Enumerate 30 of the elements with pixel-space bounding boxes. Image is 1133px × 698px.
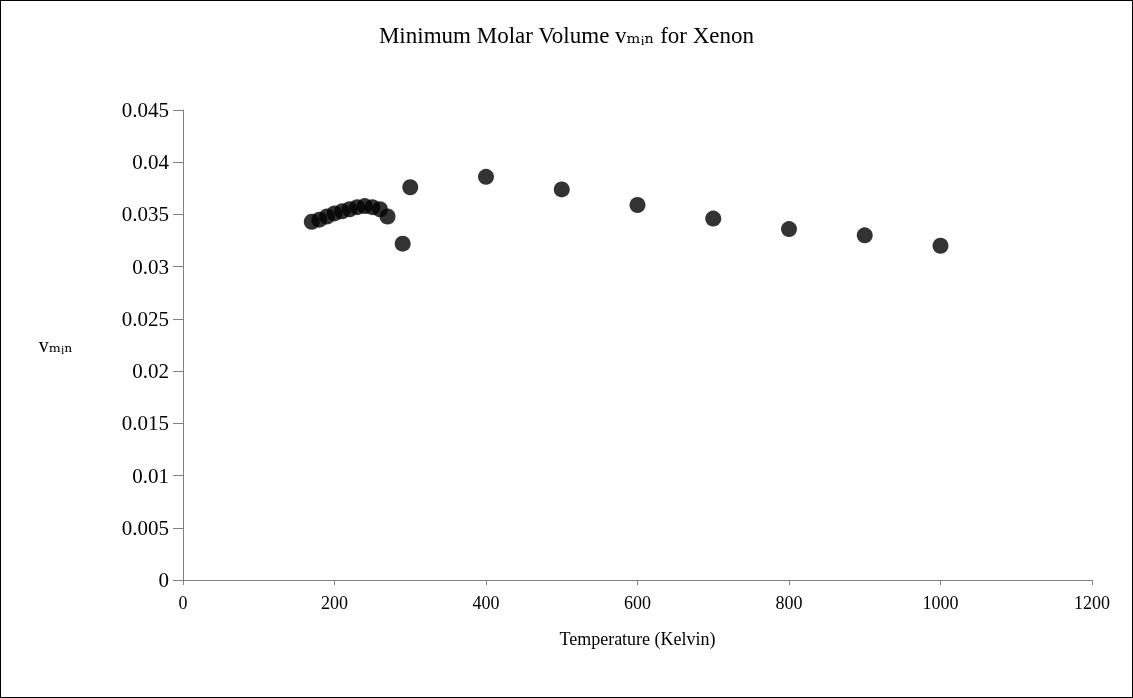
point — [379, 208, 396, 225]
point — [478, 168, 494, 185]
x-tick-label: 800 — [775, 593, 803, 613]
point — [781, 221, 797, 238]
y-tick-label: 0.005 — [121, 515, 169, 540]
y-tick-label: 0.015 — [121, 411, 169, 436]
y-tick-label: 0.01 — [132, 463, 169, 488]
y-axis-title: vₘᵢₙ — [38, 334, 73, 356]
x-tick-label: 1200 — [1074, 593, 1110, 613]
y-tick-label: 0.045 — [121, 98, 169, 122]
y-tick-label: 0 — [158, 568, 169, 592]
point — [629, 197, 646, 214]
point — [705, 210, 722, 227]
y-tick-label: 0.025 — [121, 306, 169, 331]
x-tick-label: 400 — [472, 593, 500, 613]
point — [856, 227, 873, 244]
x-tick-label: 600 — [624, 593, 651, 613]
y-tick-label: 0.035 — [121, 202, 169, 227]
point — [394, 235, 411, 252]
x-tick-label: 0 — [178, 593, 188, 613]
x-tick-label: 200 — [321, 593, 348, 613]
point — [932, 237, 949, 254]
y-tick-label: 0.04 — [132, 150, 170, 175]
x-axis-title: Temperature (Kelvin) — [559, 629, 716, 650]
y-tick-label: 0.02 — [132, 359, 169, 384]
point — [402, 179, 419, 196]
chart-title: Minimum Molar Volume vₘᵢₙ for Xenon — [378, 23, 755, 48]
point — [553, 181, 570, 198]
x-tick-label: 1000 — [922, 593, 959, 613]
y-tick-label: 0.03 — [132, 254, 169, 279]
